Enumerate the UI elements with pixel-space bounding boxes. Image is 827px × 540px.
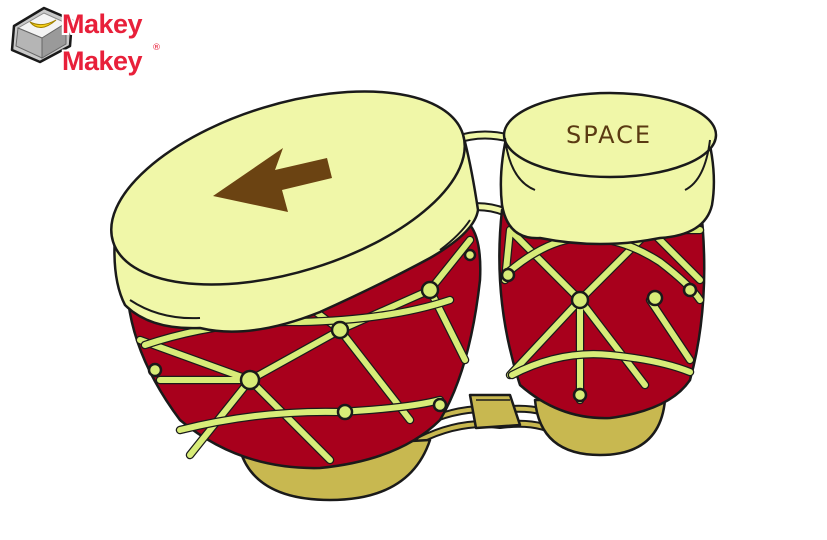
makey-makey-logo[interactable]: Makey Makey ® xyxy=(10,6,161,78)
right-drum-net xyxy=(500,225,705,405)
left-drum-arrow[interactable] xyxy=(88,54,487,502)
space-key-label: SPACE xyxy=(566,121,652,149)
logo-text-line1: Makey xyxy=(62,9,143,39)
left-arrow-icon xyxy=(213,148,332,212)
banana-key-icon xyxy=(10,6,74,64)
right-drum-space[interactable]: SPACE xyxy=(498,91,718,457)
right-drum-head xyxy=(502,91,718,179)
registered-mark-icon: ® xyxy=(152,43,161,53)
left-drum-net xyxy=(135,235,477,465)
logo-text-line2: Makey xyxy=(62,46,143,76)
